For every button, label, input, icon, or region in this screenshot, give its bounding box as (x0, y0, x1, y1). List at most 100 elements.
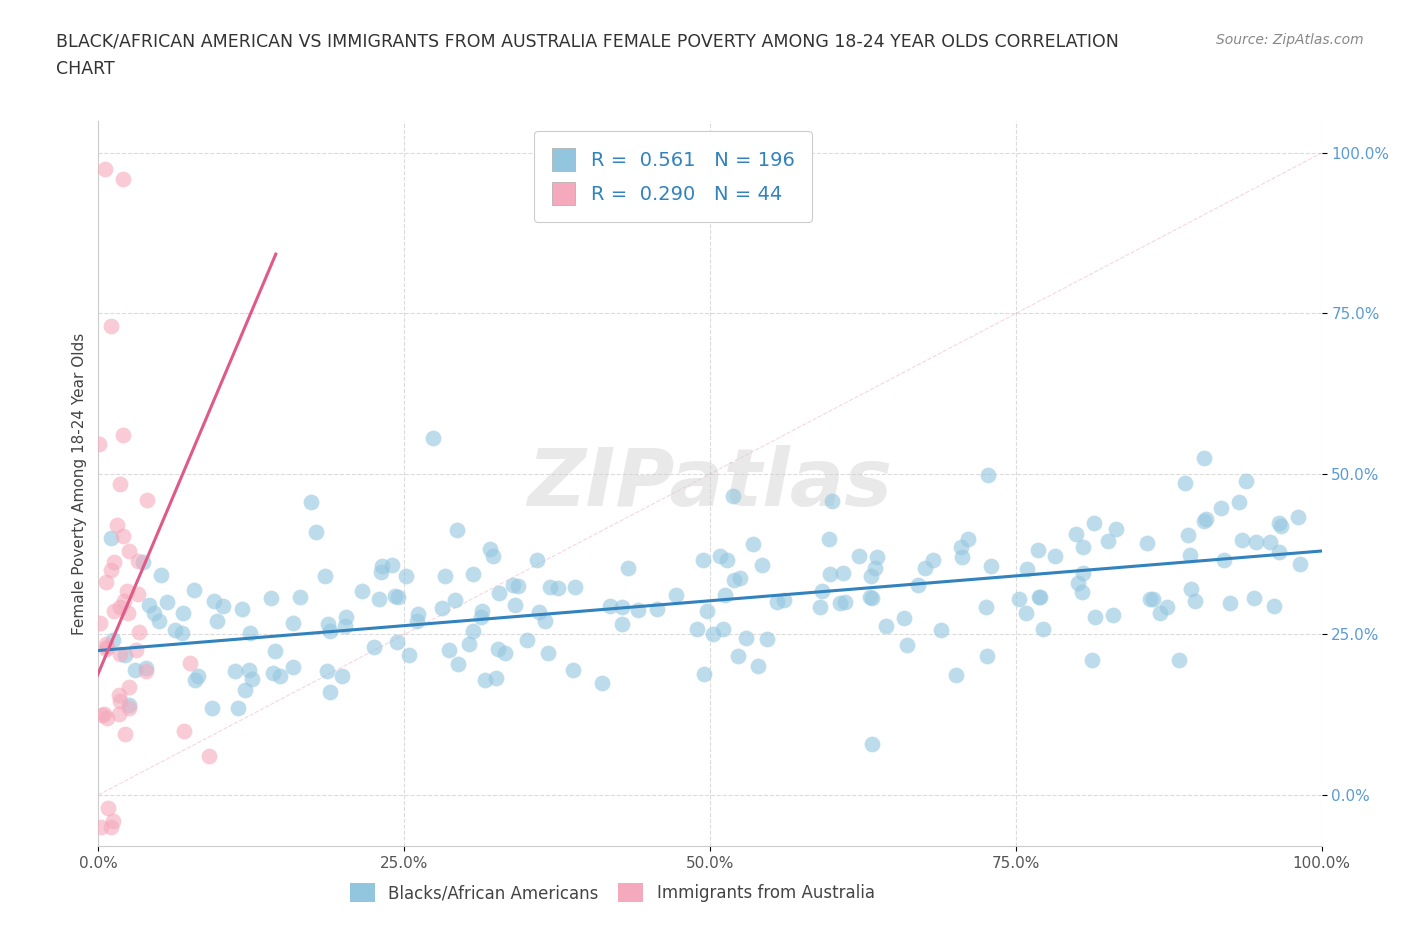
Point (233, 683, 256, 698)
Point (283, 616, 305, 631)
Point (1213, 552, 1236, 567)
Point (1195, 512, 1218, 526)
Point (830, 595, 852, 610)
Point (124, 663, 146, 678)
Point (315, 664, 337, 679)
Point (202, 594, 225, 609)
Point (1267, 544, 1289, 559)
Point (439, 643, 461, 658)
Point (716, 552, 738, 567)
Point (197, 749, 219, 764)
Point (486, 642, 509, 657)
Point (335, 619, 357, 634)
Point (384, 589, 406, 604)
Point (537, 645, 560, 660)
Point (747, 658, 769, 673)
Text: CHART: CHART (56, 60, 115, 78)
Point (702, 627, 724, 642)
Point (527, 604, 550, 619)
Point (330, 669, 353, 684)
Point (207, 614, 229, 629)
Point (406, 606, 429, 621)
Point (395, 568, 418, 583)
Point (288, 590, 311, 604)
Point (713, 588, 735, 603)
Point (686, 621, 709, 636)
Point (1258, 534, 1281, 549)
Point (1180, 581, 1202, 596)
Point (239, 625, 262, 640)
Point (430, 601, 453, 616)
Point (114, 726, 136, 741)
Point (148, 613, 170, 628)
Point (773, 592, 796, 607)
Point (299, 495, 322, 510)
Point (96, 711, 118, 725)
Point (370, 559, 392, 574)
Point (87, 437, 110, 452)
Point (90, 708, 112, 723)
Point (1015, 562, 1038, 577)
Point (860, 568, 883, 583)
Point (1032, 621, 1054, 636)
Point (949, 540, 972, 555)
Point (1184, 593, 1206, 608)
Point (808, 599, 831, 614)
Point (1178, 548, 1201, 563)
Point (1168, 653, 1191, 668)
Point (742, 537, 765, 551)
Point (1219, 595, 1241, 610)
Point (896, 637, 918, 652)
Point (692, 552, 714, 567)
Point (561, 663, 583, 678)
Point (305, 525, 328, 539)
Point (108, 693, 131, 708)
Point (100, 319, 122, 334)
Point (283, 660, 305, 675)
Point (478, 542, 501, 557)
Point (1015, 605, 1038, 620)
Point (1101, 607, 1123, 622)
Point (1263, 599, 1285, 614)
Point (89, 616, 111, 631)
Point (114, 593, 136, 608)
Point (1081, 652, 1104, 667)
Point (96, 640, 118, 655)
Point (318, 617, 340, 631)
Point (1243, 591, 1265, 605)
Point (163, 623, 186, 638)
Point (238, 663, 260, 678)
Point (470, 610, 492, 625)
Point (863, 561, 886, 576)
Point (945, 668, 967, 683)
Point (406, 614, 429, 629)
Point (865, 550, 887, 565)
Point (90, 819, 112, 834)
Point (264, 644, 287, 658)
Point (135, 664, 157, 679)
Point (100, 819, 122, 834)
Point (101, 632, 124, 647)
Point (723, 573, 745, 588)
Point (226, 701, 249, 716)
Point (1232, 533, 1254, 548)
Point (387, 634, 409, 649)
Point (240, 671, 263, 686)
Legend: Blacks/African Americans, Immigrants from Australia: Blacks/African Americans, Immigrants fro… (342, 874, 883, 910)
Point (1045, 549, 1067, 564)
Point (184, 672, 207, 687)
Point (387, 590, 409, 604)
Point (1071, 565, 1094, 580)
Point (118, 698, 141, 712)
Point (599, 598, 621, 613)
Text: ZIPatlas: ZIPatlas (527, 445, 893, 523)
Text: Source: ZipAtlas.com: Source: ZipAtlas.com (1216, 33, 1364, 46)
Point (138, 598, 160, 613)
Point (1064, 527, 1087, 542)
Point (398, 648, 420, 663)
Point (142, 605, 165, 620)
Point (1244, 535, 1267, 550)
Point (821, 494, 844, 509)
Point (269, 669, 291, 684)
Point (591, 675, 613, 690)
